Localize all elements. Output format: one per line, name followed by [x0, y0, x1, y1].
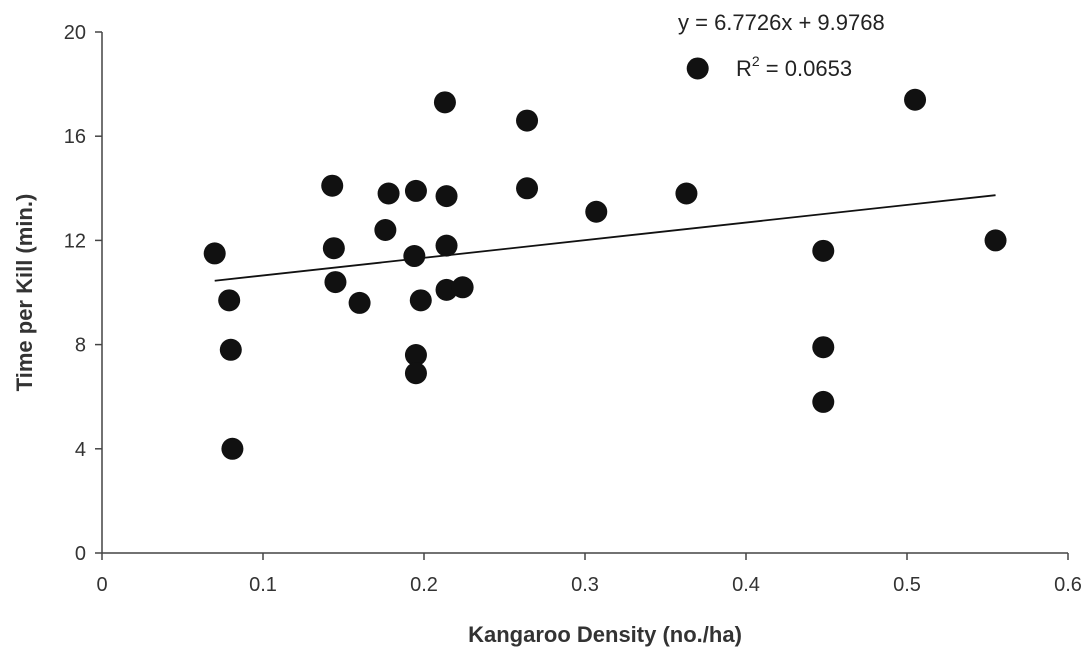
y-tick-label: 12: [64, 230, 86, 252]
data-point: [404, 344, 427, 367]
data-point: [321, 174, 344, 197]
data-point: [218, 289, 241, 312]
r-squared-superscript: 2: [752, 53, 760, 69]
data-point: [219, 338, 242, 361]
data-point: [404, 179, 427, 202]
data-point: [221, 437, 244, 460]
data-point: [812, 239, 835, 262]
data-point: [516, 177, 539, 200]
data-point: [433, 91, 456, 114]
x-axis-title: Kangaroo Density (no./ha): [468, 622, 742, 647]
data-point: [675, 182, 698, 205]
data-point: [904, 88, 927, 111]
data-point: [451, 276, 474, 299]
y-tick-label: 8: [75, 335, 86, 357]
data-point: [686, 57, 709, 80]
data-point: [203, 242, 226, 265]
y-ticks: 0 4 8 12 16 20: [64, 22, 102, 565]
data-point: [409, 289, 432, 312]
data-point: [812, 390, 835, 413]
data-point: [516, 109, 539, 132]
r-squared-annotation: R2 = 0.0653: [736, 53, 852, 81]
x-tick-label: 0.2: [410, 574, 438, 596]
x-tick-label: 0.6: [1054, 574, 1082, 596]
trendline-equation: y = 6.7726x + 9.9768: [678, 10, 885, 35]
data-point: [403, 245, 426, 268]
data-point: [435, 234, 458, 257]
x-tick-label: 0.4: [732, 574, 760, 596]
x-tick-label: 0: [96, 574, 107, 596]
data-point: [324, 271, 347, 294]
r-squared-symbol: R: [736, 56, 752, 81]
data-point: [812, 336, 835, 359]
trendline: [214, 194, 996, 282]
data-point: [404, 362, 427, 385]
data-point: [374, 218, 397, 241]
data-point: [322, 237, 345, 260]
x-tick-label: 0.3: [571, 574, 599, 596]
y-tick-label: 0: [75, 543, 86, 565]
y-tick-label: 4: [75, 439, 86, 461]
data-point: [348, 291, 371, 314]
y-axis-title: Time per Kill (min.): [12, 194, 37, 392]
axes: [101, 32, 1068, 554]
y-tick-label: 16: [64, 126, 86, 148]
x-tick-label: 0.1: [249, 574, 277, 596]
data-point: [984, 229, 1007, 252]
data-points: [203, 57, 1007, 460]
r-squared-value: = 0.0653: [760, 56, 852, 81]
data-point: [435, 185, 458, 208]
trendline-group: [214, 194, 996, 282]
x-tick-label: 0.5: [893, 574, 921, 596]
data-point: [585, 200, 608, 223]
y-tick-label: 20: [64, 22, 86, 44]
data-point: [377, 182, 400, 205]
x-ticks: 0 0.1 0.2 0.3 0.4 0.5 0.6: [96, 553, 1082, 596]
